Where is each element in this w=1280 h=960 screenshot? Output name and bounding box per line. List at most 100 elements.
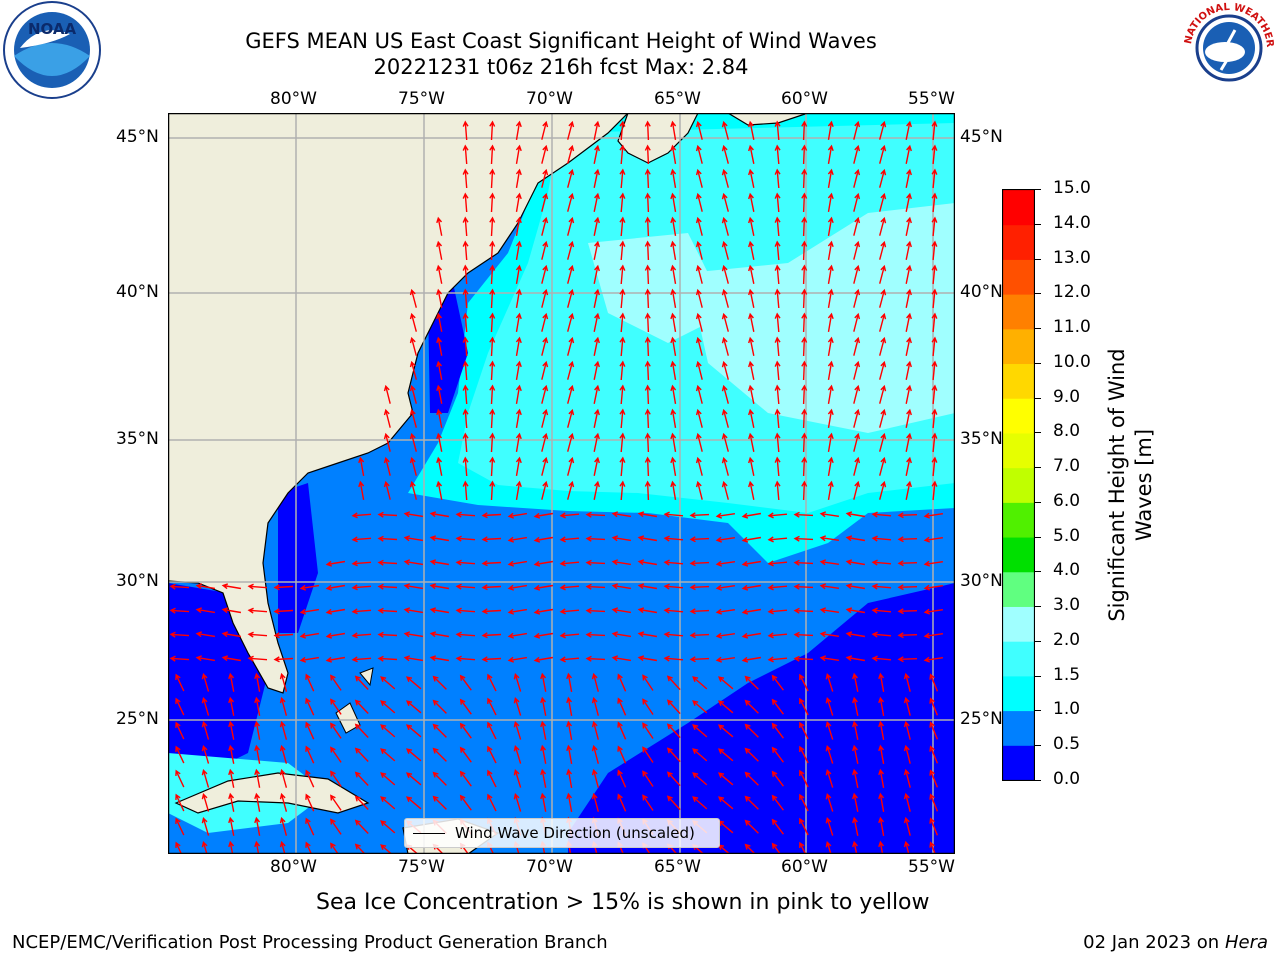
colorbar-segment — [1003, 571, 1034, 607]
wind-wave-arrow — [403, 583, 424, 590]
wind-wave-arrow — [715, 560, 736, 567]
wind-wave-arrow — [593, 192, 600, 212]
wind-wave-arrow — [175, 841, 183, 854]
wind-wave-arrow — [931, 144, 938, 165]
wind-wave-arrow — [929, 841, 936, 854]
wind-wave-arrow — [825, 673, 834, 692]
lon-label-70w-top: 70°W — [526, 89, 573, 109]
wind-wave-arrow — [853, 432, 861, 452]
colorbar-tick-label: 15.0 — [1053, 178, 1091, 198]
wind-wave-arrow — [513, 673, 522, 692]
wind-wave-arrow — [462, 432, 469, 453]
colorbar-segment — [1003, 537, 1034, 573]
wind-wave-arrow — [358, 480, 365, 501]
wind-wave-arrow — [871, 535, 892, 542]
wind-wave-arrow — [801, 264, 808, 285]
wind-wave-arrow — [383, 432, 391, 452]
wind-wave-arrow — [567, 432, 575, 452]
wind-wave-arrow — [644, 360, 651, 381]
wind-wave-arrow — [744, 819, 759, 834]
wind-wave-arrow — [489, 408, 496, 429]
lon-label-55w-bottom: 55°W — [908, 857, 955, 877]
wave-height-map — [168, 113, 955, 854]
wind-wave-arrow — [748, 360, 755, 380]
wind-wave-arrow — [692, 700, 708, 714]
wind-wave-arrow — [774, 168, 781, 189]
colorbar-segment — [1003, 467, 1034, 503]
wind-wave-arrow — [852, 816, 859, 836]
wind-wave-arrow — [897, 512, 918, 519]
wind-wave-arrow — [354, 795, 369, 810]
colorbar-label-wrap: Significant Height of Wind Waves [m] — [1103, 335, 1159, 635]
wind-wave-arrow — [721, 480, 729, 500]
wind-wave-arrow — [670, 336, 677, 357]
wind-wave-arrow — [405, 772, 422, 786]
wind-wave-arrow — [455, 535, 476, 542]
wind-wave-arrow — [825, 769, 834, 788]
wind-wave-arrow — [878, 792, 885, 813]
wind-wave-arrow — [897, 656, 918, 663]
wind-wave-arrow — [462, 408, 469, 429]
colorbar-tick-mark — [1035, 189, 1041, 190]
colorbar-tick-label: 13.0 — [1053, 247, 1091, 268]
wind-wave-arrow — [670, 432, 677, 453]
wind-wave-arrow — [744, 771, 759, 786]
wind-wave-arrow — [666, 675, 681, 691]
wind-wave-arrow — [455, 511, 476, 518]
wind-wave-arrow — [931, 456, 938, 477]
wind-wave-arrow — [617, 697, 627, 716]
wind-wave-arrow — [383, 384, 391, 404]
wind-wave-arrow — [879, 432, 887, 452]
wind-wave-arrow — [487, 673, 497, 692]
wind-wave-arrow — [663, 655, 684, 662]
wind-wave-arrow — [201, 745, 210, 764]
wind-wave-arrow — [455, 583, 476, 590]
wind-wave-arrow — [380, 820, 396, 834]
lon-label-70w-bottom: 70°W — [526, 857, 573, 877]
wind-wave-arrow — [462, 144, 469, 165]
wind-wave-arrow — [695, 384, 703, 404]
noaa-logo-text: NOAA — [28, 20, 77, 38]
wind-wave-arrow — [489, 456, 496, 477]
wind-wave-arrow — [541, 408, 549, 428]
wind-wave-arrow — [169, 607, 190, 614]
wind-wave-arrow — [409, 288, 417, 308]
wind-wave-arrow — [279, 840, 286, 854]
wind-wave-arrow — [717, 724, 734, 738]
wind-wave-arrow — [254, 840, 261, 854]
wind-wave-arrow — [931, 360, 938, 381]
colorbar-tick-label: 14.0 — [1053, 212, 1091, 233]
wind-wave-arrow — [879, 120, 887, 140]
wind-wave-arrow — [905, 432, 912, 452]
wind-wave-arrow — [354, 723, 369, 738]
wind-wave-arrow — [459, 794, 472, 811]
wind-wave-arrow — [559, 512, 580, 519]
wind-wave-arrow — [377, 583, 398, 590]
wind-wave-arrow — [515, 264, 522, 285]
wind-wave-arrow — [741, 536, 762, 543]
wind-wave-arrow — [619, 288, 626, 309]
wind-wave-arrow — [771, 818, 784, 835]
wind-wave-arrow — [436, 240, 443, 260]
wind-wave-arrow — [644, 312, 651, 333]
wind-wave-arrow — [666, 699, 681, 715]
wind-wave-arrow — [827, 312, 834, 333]
wind-wave-arrow — [591, 792, 599, 812]
colorbar-tick-label: 2.0 — [1053, 629, 1081, 650]
wind-wave-arrow — [591, 696, 599, 716]
colorbar-tick-label: 0.5 — [1053, 734, 1081, 755]
wind-wave-arrow — [541, 216, 549, 236]
nws-logo: NATIONAL WEATHER SERVICE — [1177, 0, 1275, 94]
wind-wave-arrow — [695, 408, 703, 428]
wind-wave-arrow — [717, 796, 734, 810]
wind-wave-arrow — [489, 216, 496, 237]
wind-wave-arrow — [489, 240, 496, 261]
wind-wave-arrow — [619, 312, 626, 333]
wind-wave-arrow — [845, 631, 866, 638]
lat-label-45n-left: 45°N — [116, 127, 159, 147]
wind-wave-arrow — [819, 559, 840, 566]
wind-wave-arrow — [619, 264, 626, 285]
wind-wave-arrow — [507, 584, 528, 591]
wind-wave-arrow — [644, 120, 651, 141]
wind-wave-arrow — [403, 607, 424, 614]
